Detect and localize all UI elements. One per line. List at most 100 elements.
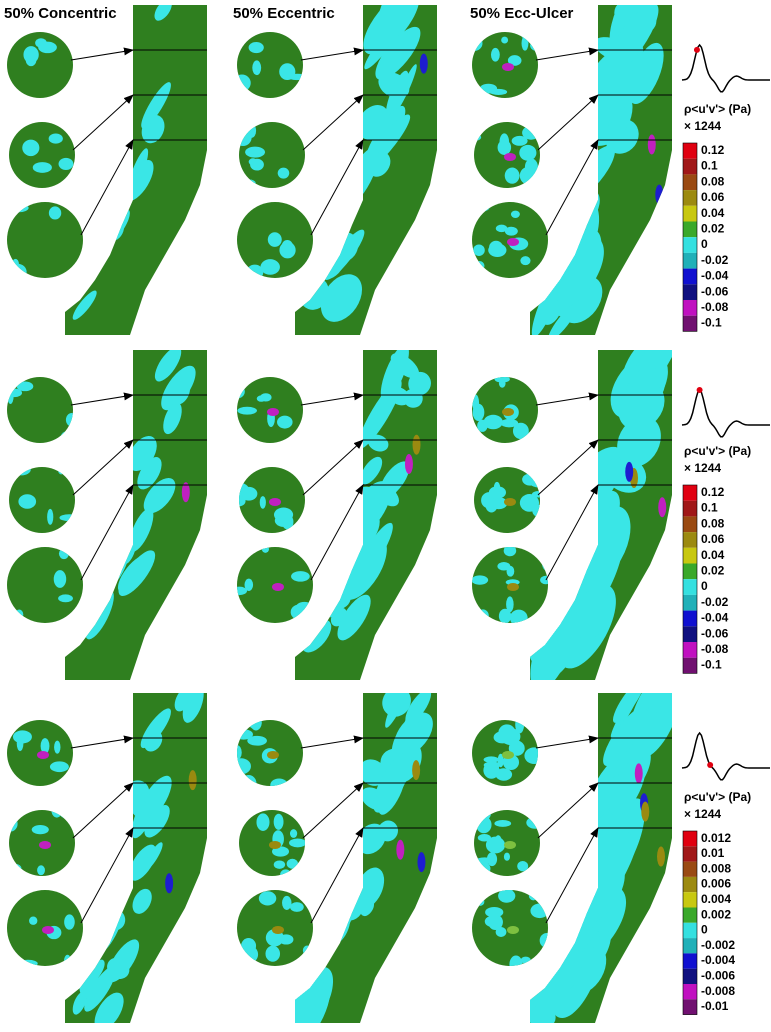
blob <box>47 508 54 525</box>
colorbar-label: 0.04 <box>701 548 725 562</box>
blob <box>237 37 244 45</box>
colorbar-frame <box>682 830 698 1015</box>
colorbar-label: 0.02 <box>701 564 725 578</box>
column-title: 50% Concentric <box>4 5 117 22</box>
blob <box>477 202 491 212</box>
colorbar-label: 0 <box>701 579 708 593</box>
colorbar-label: 0.002 <box>701 907 731 921</box>
blob <box>137 457 162 490</box>
colorbar-label: 0 <box>701 923 708 937</box>
blob <box>485 907 504 918</box>
colorbar-cell <box>683 547 697 564</box>
blob <box>273 860 286 869</box>
blob <box>165 873 174 894</box>
blob <box>403 388 423 408</box>
blob <box>269 841 281 849</box>
arrow <box>300 47 364 61</box>
blob <box>476 816 492 834</box>
colorbar-label: 0.006 <box>701 877 731 891</box>
blob <box>65 413 73 427</box>
colorbar-cell <box>683 642 697 658</box>
blob <box>655 184 664 205</box>
blob <box>8 203 29 213</box>
colorbar-label: -0.04 <box>701 611 729 625</box>
blob <box>259 496 266 509</box>
time-marker <box>693 46 700 53</box>
blob <box>412 760 421 781</box>
colorbar-label: 0.06 <box>701 190 725 204</box>
section-pattern <box>22 133 74 173</box>
arrow <box>535 47 599 61</box>
blob <box>504 153 516 161</box>
colorbar-cell <box>683 984 697 1000</box>
blob <box>572 589 613 639</box>
colorbar-cell <box>683 300 697 316</box>
blob <box>483 414 503 430</box>
colorbar-label: 0.08 <box>701 174 725 188</box>
blob <box>239 128 252 147</box>
blob <box>510 210 520 218</box>
blob <box>490 47 500 62</box>
colorbar-frame <box>682 484 698 674</box>
blob <box>472 35 483 51</box>
blob <box>391 720 423 766</box>
blob <box>472 394 480 412</box>
blob <box>495 926 507 938</box>
arrow <box>545 139 599 236</box>
blob <box>495 768 513 781</box>
arrow <box>302 439 364 496</box>
blob <box>48 133 63 144</box>
blob <box>477 419 488 432</box>
blob <box>237 384 245 399</box>
blob <box>70 615 83 623</box>
blob <box>239 482 249 497</box>
blob <box>356 823 386 855</box>
blob <box>237 406 257 415</box>
blob <box>40 738 50 754</box>
blob <box>107 526 129 547</box>
vessel-pattern <box>530 350 672 680</box>
legend-scale: × 1244 <box>684 461 721 475</box>
blob <box>11 467 31 476</box>
blob <box>507 55 522 66</box>
blob <box>477 609 489 623</box>
blob <box>412 434 421 455</box>
blob <box>154 350 182 382</box>
blob <box>592 541 622 573</box>
colorbar-cell <box>683 563 697 580</box>
blob <box>267 232 282 247</box>
blob <box>473 244 485 256</box>
blob <box>532 504 540 517</box>
panel <box>7 5 207 335</box>
blob <box>502 63 514 71</box>
blob <box>9 815 18 832</box>
blob <box>294 377 303 385</box>
colorbar-cell <box>683 831 697 847</box>
blob <box>39 841 51 849</box>
arrow <box>535 735 599 749</box>
cross-section <box>9 122 75 188</box>
blob <box>520 256 531 266</box>
blob <box>15 609 24 620</box>
colorbar-cell <box>683 968 697 984</box>
blob <box>267 408 279 416</box>
colorbar-cell <box>683 626 697 642</box>
blob <box>240 775 257 786</box>
colorbar-label: 0.012 <box>701 831 731 845</box>
panel <box>7 693 207 1023</box>
blob <box>502 408 514 416</box>
arrow <box>300 392 364 406</box>
colorbar-label: -0.1 <box>701 658 722 672</box>
blob <box>521 32 538 40</box>
colorbar-cell <box>683 579 697 595</box>
blob <box>237 758 251 775</box>
blob <box>474 134 482 141</box>
blob <box>60 431 73 443</box>
blob <box>256 395 266 402</box>
blob <box>245 146 266 158</box>
colorbar-cell <box>683 657 697 674</box>
blob <box>237 729 253 740</box>
blob <box>49 761 69 773</box>
blob <box>247 735 267 746</box>
